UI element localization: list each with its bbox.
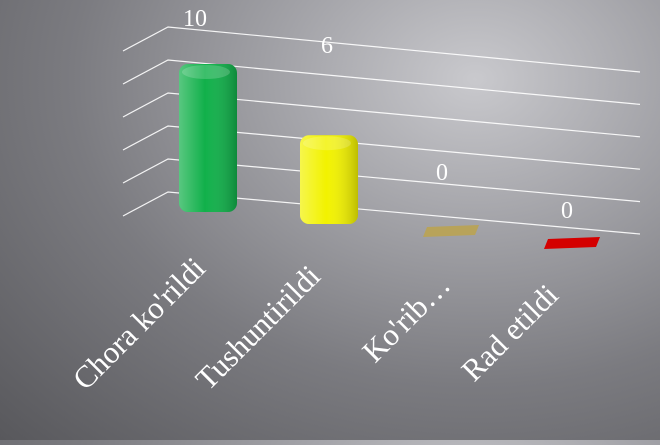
data-label: 0 [561, 198, 573, 224]
bar [544, 237, 600, 249]
gridline [122, 26, 641, 73]
bar [300, 135, 358, 224]
data-label: 6 [321, 33, 333, 59]
category-label: Rad etildi [454, 277, 565, 388]
category-label: Ko'rib… [355, 267, 457, 369]
gridline [122, 125, 641, 170]
gridlines [122, 26, 641, 235]
gridline [122, 59, 641, 105]
data-label: 0 [436, 160, 448, 186]
bar [423, 225, 479, 237]
category-label: Tushuntirildi [188, 258, 327, 397]
gridline [122, 92, 641, 138]
data-label: 10 [183, 6, 207, 32]
data-labels: 10 6 0 0 [183, 6, 573, 224]
gridline [122, 191, 641, 235]
bars [179, 64, 600, 249]
bar [179, 64, 237, 212]
gridline [122, 158, 641, 203]
